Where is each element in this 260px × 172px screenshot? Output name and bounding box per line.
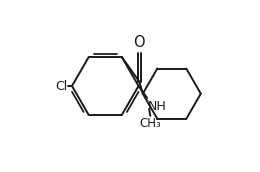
Text: CH₃: CH₃ [139,117,161,130]
Text: O: O [134,35,145,50]
Text: Cl: Cl [55,79,67,93]
Text: NH: NH [148,100,167,113]
